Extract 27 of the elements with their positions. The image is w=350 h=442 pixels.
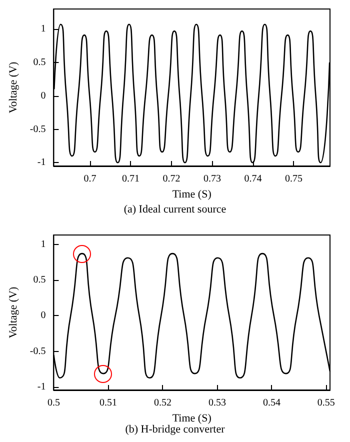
x-tick-label: 0.51	[99, 398, 117, 408]
y-tick-label: -0.5	[30, 124, 46, 135]
x-tick-label: 0.74	[244, 174, 262, 184]
x-axis-title: Time (S)	[172, 412, 212, 424]
y-axis-title: Voltage (V)	[8, 286, 20, 338]
x-tick-label: 0.73	[203, 174, 221, 184]
x-tick-label: 0.53	[208, 398, 226, 408]
y-tick-label: 1	[40, 24, 46, 35]
x-tick-label: 0.55	[317, 398, 335, 408]
y-tick-label: -1	[37, 382, 46, 393]
y-tick-label: 0.5	[33, 56, 46, 68]
x-tick-label: 0.71	[122, 174, 140, 184]
y-tick-label: 0	[40, 90, 46, 102]
x-tick-label: 0.54	[262, 398, 280, 408]
y-tick-label: 0.5	[33, 274, 46, 286]
y-tick-label: 1	[40, 238, 46, 250]
x-tick-label: 0.7	[84, 174, 96, 184]
y-axis-title: Voltage (V)	[8, 61, 20, 114]
x-tick-label: 0.75	[284, 174, 302, 184]
x-axis-title: Time (S)	[172, 188, 212, 200]
x-tick-label: 0.72	[162, 174, 180, 184]
x-tick-label: 0.52	[154, 398, 172, 408]
y-tick-label: -1	[37, 157, 46, 168]
text: (a) Ideal current source	[124, 204, 226, 216]
text: (b) H-bridge converter	[125, 424, 226, 436]
y-tick-label: -0.5	[30, 346, 46, 357]
y-tick-label: 0	[40, 310, 46, 322]
